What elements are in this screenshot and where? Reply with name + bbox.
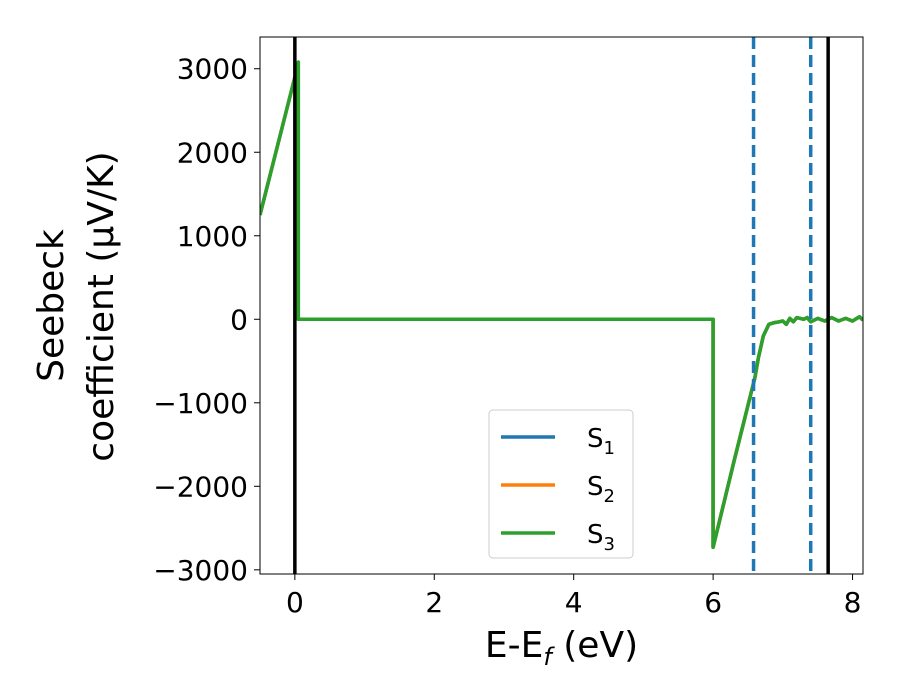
legend-label-s3: S3 — [587, 520, 615, 555]
x-tick-label: 6 — [704, 586, 722, 619]
y-tick-label: 2000 — [177, 136, 248, 169]
y-tick-label: 0 — [230, 303, 248, 336]
plot-frame — [259, 36, 864, 575]
legend-box — [488, 409, 634, 559]
x-axis-label: E-Ef (eV) — [485, 625, 638, 671]
legend: S1 S2 S3 — [488, 409, 634, 559]
y-tick-label: −2000 — [153, 470, 248, 503]
y-tick-label: 3000 — [177, 53, 248, 86]
x-tick-label: 4 — [565, 586, 583, 619]
y-axis-label-line1: Seebeck — [31, 229, 72, 382]
y-tick-label: −1000 — [153, 387, 248, 420]
x-axis-label-unit: (eV) — [552, 625, 638, 666]
plot-lines-layer — [260, 37, 863, 574]
y-tick-label: 1000 — [177, 220, 248, 253]
axis-ticks-layer: 0 2 4 6 8 −3000 −2000 −1000 0 1000 2000 3000 — [153, 53, 861, 619]
y-axis-label-line2: coefficient (μV/K) — [81, 151, 122, 461]
legend-label-s1: S1 — [587, 424, 615, 459]
legend-label-s2: S2 — [587, 472, 615, 507]
x-tick-label: 2 — [425, 586, 443, 619]
y-tick-label: −3000 — [153, 554, 248, 587]
x-axis-label-main: E-E — [485, 625, 543, 666]
x-tick-label: 8 — [844, 586, 862, 619]
series-line-s3 — [260, 60, 863, 550]
x-tick-label: 0 — [286, 586, 304, 619]
